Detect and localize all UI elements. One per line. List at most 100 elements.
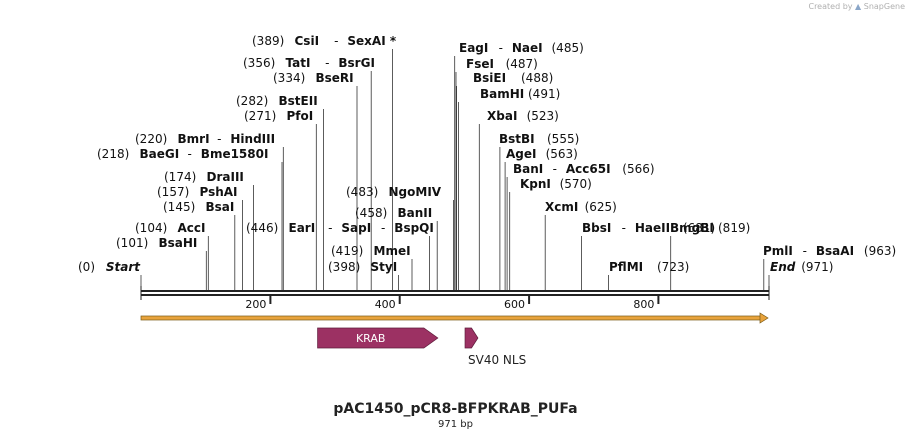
site-fsei-part1: (487) bbox=[506, 57, 538, 71]
site-pmli-part3: (963) bbox=[864, 244, 896, 258]
feature-label-krab: KRAB bbox=[356, 332, 385, 345]
site-agei: AgeI bbox=[506, 147, 536, 161]
created-by-credit: Created by ▲ SnapGene bbox=[808, 2, 905, 11]
sequence-direction-arrow bbox=[140, 315, 762, 321]
site-pmli: PmlI bbox=[763, 244, 793, 258]
site-styi-part1: StyI bbox=[371, 260, 398, 274]
site-tati-part2: - bbox=[325, 56, 329, 70]
sequence-direction-arrowhead bbox=[759, 312, 769, 324]
site-mmei: (419) bbox=[331, 244, 363, 258]
feature-label-sv40-nls: SV40 NLS bbox=[468, 353, 526, 367]
site-banii: (458) bbox=[355, 206, 387, 220]
site-xcmi-part1: (625) bbox=[585, 200, 617, 214]
site-bsteii-part1: BstEII bbox=[279, 94, 318, 108]
site-pflmi-part1: (723) bbox=[657, 260, 689, 274]
site-eari-part4: - bbox=[381, 221, 385, 235]
site-pmli-part1: - bbox=[803, 244, 807, 258]
site-bsai: (145) bbox=[163, 200, 195, 214]
site-eari: (446) bbox=[246, 221, 278, 235]
site-bsiei: BsiEI bbox=[473, 71, 506, 85]
site-pfoi: (271) bbox=[244, 109, 276, 123]
site-xbai-part1: (523) bbox=[527, 109, 559, 123]
site-start: (0) bbox=[78, 260, 95, 274]
ruler-label-400: 400 bbox=[375, 298, 396, 311]
site-csii: (389) bbox=[252, 34, 284, 48]
site-bmri-part1: BmrI bbox=[178, 132, 210, 146]
site-eari-part3: SapI bbox=[341, 221, 371, 235]
site-csii-part1: CsiI bbox=[295, 34, 320, 48]
site-bamhi-part1: (491) bbox=[528, 87, 560, 101]
site-eagi-part1: - bbox=[499, 41, 503, 55]
site-bsai-part1: BsaI bbox=[206, 200, 235, 214]
site-baegi-part3: Bme1580I bbox=[201, 147, 269, 161]
site-eagi: EagI bbox=[459, 41, 488, 55]
site-bseri-part1: BseRI bbox=[316, 71, 354, 85]
site-eari-part2: - bbox=[328, 221, 332, 235]
site-tati-part3: BsrGI bbox=[338, 56, 375, 70]
site-draiii: (174) bbox=[164, 170, 196, 184]
site-bani-part1: - bbox=[553, 162, 557, 176]
feature-krab[interactable] bbox=[317, 327, 439, 349]
ruler-label-200: 200 bbox=[245, 298, 266, 311]
site-xcmi: XcmI bbox=[545, 200, 578, 214]
snapgene-logo-icon: ▲ bbox=[855, 2, 862, 11]
site-pmli-part2: BsaAI bbox=[816, 244, 854, 258]
site-eagi-part3: (485) bbox=[552, 41, 584, 55]
site-kpni-part1: (570) bbox=[560, 177, 592, 191]
plasmid-title: pAC1450_pCR8-BFPKRAB_PUFa bbox=[333, 401, 578, 417]
site-pflmi: PflMI bbox=[609, 260, 643, 274]
site-bsteii: (282) bbox=[236, 94, 268, 108]
site-bsahi-part1: BsaHI bbox=[159, 236, 198, 250]
site-bmgbi: BmgBI bbox=[670, 221, 714, 235]
site-bstbi-part1: (555) bbox=[547, 132, 579, 146]
site-bani: BanI bbox=[513, 162, 543, 176]
site-end-part1: (971) bbox=[801, 260, 833, 274]
site-pfoi-part1: PfoI bbox=[287, 109, 314, 123]
site-tati-part1: TatI bbox=[286, 56, 311, 70]
site-agei-part1: (563) bbox=[546, 147, 578, 161]
site-bseri: (334) bbox=[273, 71, 305, 85]
site-csii-part2: - bbox=[334, 34, 338, 48]
site-bmri-part3: HindIII bbox=[230, 132, 275, 146]
site-bbsi-part3: (681) bbox=[683, 221, 715, 235]
site-baegi-part2: - bbox=[188, 147, 192, 161]
site-acci-part1: AccI bbox=[178, 221, 206, 235]
site-baegi: (218) bbox=[97, 147, 129, 161]
site-bbsi: BbsI bbox=[582, 221, 611, 235]
site-banii-part1: BanII bbox=[398, 206, 433, 220]
site-mmei-part1: MmeI bbox=[374, 244, 411, 258]
site-ngomiv-part1: NgoMIV bbox=[389, 185, 442, 199]
site-bmgbi-part1: (819) bbox=[718, 221, 750, 235]
site-xbai: XbaI bbox=[487, 109, 517, 123]
ruler-label-600: 600 bbox=[504, 298, 525, 311]
site-bsiei-part1: (488) bbox=[521, 71, 553, 85]
site-styi: (398) bbox=[328, 260, 360, 274]
site-bbsi-part2: HaeII bbox=[635, 221, 670, 235]
site-eari-part1: EarI bbox=[289, 221, 316, 235]
site-ngomiv: (483) bbox=[346, 185, 378, 199]
site-acci: (104) bbox=[135, 221, 167, 235]
site-bbsi-part1: - bbox=[622, 221, 626, 235]
site-end: End bbox=[770, 260, 796, 274]
site-bani-part3: (566) bbox=[622, 162, 654, 176]
site-bamhi: BamHI bbox=[480, 87, 524, 101]
site-start-part1: Start bbox=[106, 260, 141, 274]
site-csii-part3: SexAI * bbox=[347, 34, 396, 48]
site-eari-part5: BspQI bbox=[394, 221, 434, 235]
site-tati: (356) bbox=[243, 56, 275, 70]
site-kpni: KpnI bbox=[520, 177, 551, 191]
plasmid-length: 971 bp bbox=[438, 419, 473, 430]
site-bsahi: (101) bbox=[116, 236, 148, 250]
site-baegi-part1: BaeGI bbox=[140, 147, 180, 161]
site-bani-part2: Acc65I bbox=[566, 162, 611, 176]
site-pshai-part1: PshAI bbox=[200, 185, 238, 199]
site-pshai: (157) bbox=[157, 185, 189, 199]
credit-brand: SnapGene bbox=[863, 2, 905, 11]
credit-prefix: Created by bbox=[808, 2, 853, 11]
site-draiii-part1: DraIII bbox=[207, 170, 244, 184]
site-bmri: (220) bbox=[135, 132, 167, 146]
site-bmri-part2: - bbox=[217, 132, 221, 146]
feature-sv40-nls[interactable] bbox=[464, 327, 479, 349]
site-fsei: FseI bbox=[466, 57, 494, 71]
